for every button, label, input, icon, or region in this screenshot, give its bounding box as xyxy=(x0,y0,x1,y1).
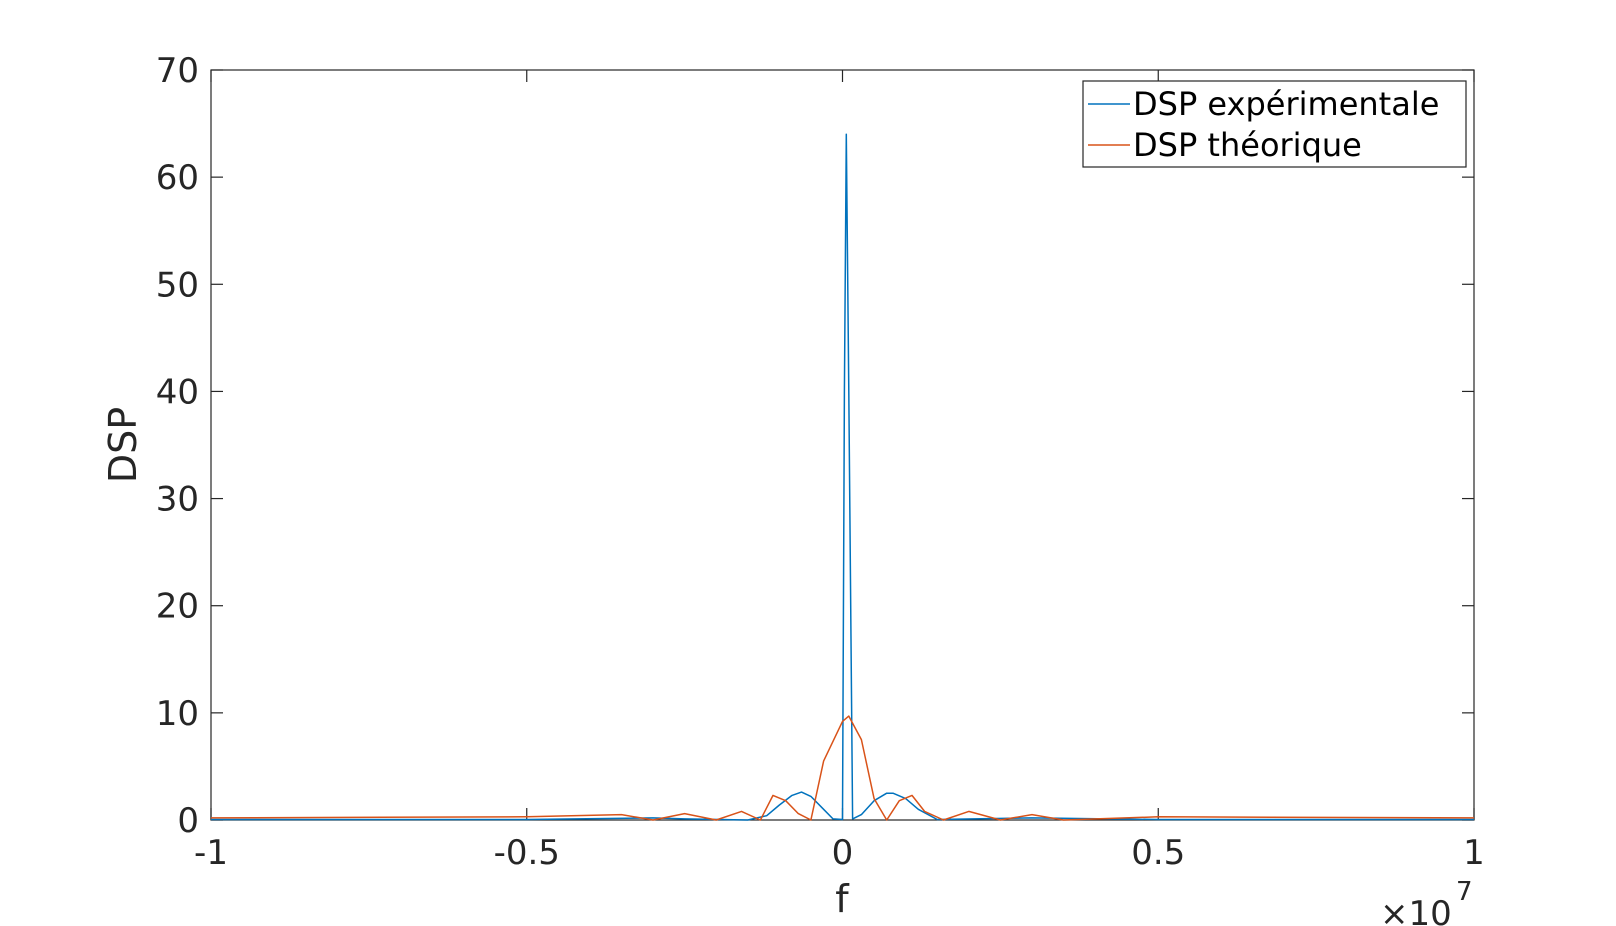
x-multiplier-exponent: 7 xyxy=(1456,877,1473,907)
x-tick-labels: -1 -0.5 0 0.5 1 xyxy=(194,833,1485,873)
y-tick-label: 10 xyxy=(156,694,199,734)
y-tick-label: 60 xyxy=(156,158,199,198)
y-tick-label: 50 xyxy=(156,265,199,305)
y-tick-label: 0 xyxy=(177,801,199,841)
x-tick-label: 1 xyxy=(1463,833,1485,873)
x-tick-label: -1 xyxy=(194,833,228,873)
x-multiplier-base: ×10 xyxy=(1380,894,1452,926)
y-tick-label: 70 xyxy=(156,51,199,91)
x-tick-label: 0.5 xyxy=(1131,833,1185,873)
x-tick-label: -0.5 xyxy=(494,833,560,873)
y-tick-labels: 0 10 20 30 40 50 60 70 xyxy=(156,51,199,841)
x-axis-label: f xyxy=(835,877,850,921)
legend-box xyxy=(1082,80,1467,168)
y-axis-label: DSP xyxy=(101,407,145,483)
x-axis-multiplier: ×10 7 xyxy=(1380,877,1473,926)
legend-label-theo: DSP théorique xyxy=(1133,126,1362,164)
series-lines xyxy=(210,133,1475,821)
legend: DSP expérimentale DSP théorique xyxy=(1082,80,1467,168)
series-line-experimental xyxy=(211,133,1474,821)
y-tick-label: 40 xyxy=(156,372,199,412)
series-line-theoretical xyxy=(210,715,1475,821)
legend-label-exp: DSP expérimentale xyxy=(1133,85,1439,123)
tick-marks xyxy=(210,69,1475,821)
y-tick-label: 20 xyxy=(156,587,199,627)
y-tick-label: 30 xyxy=(156,480,199,520)
x-tick-label: 0 xyxy=(832,833,854,873)
